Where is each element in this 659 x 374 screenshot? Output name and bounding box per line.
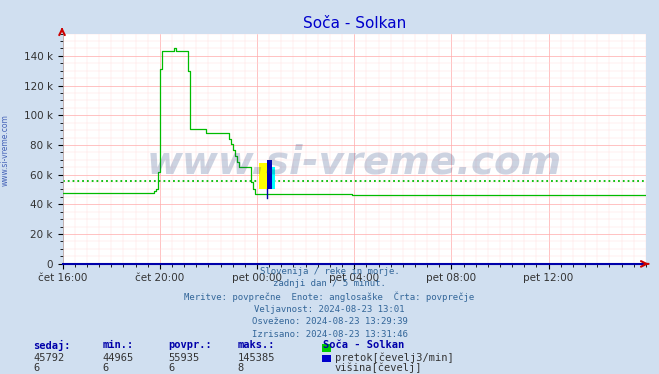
Text: 6: 6 [33, 363, 39, 373]
Text: 6: 6 [102, 363, 108, 373]
Bar [259, 163, 267, 190]
Text: maks.:: maks.: [237, 340, 275, 350]
Text: 44965: 44965 [102, 353, 133, 363]
Text: 8: 8 [237, 363, 243, 373]
Text: min.:: min.: [102, 340, 133, 350]
Text: www.si-vreme.com: www.si-vreme.com [1, 114, 10, 186]
Bar [267, 167, 275, 190]
Text: 55935: 55935 [168, 353, 199, 363]
Text: Soča - Solkan: Soča - Solkan [323, 340, 404, 350]
Text: www.si-vreme.com: www.si-vreme.com [146, 144, 562, 181]
Text: povpr.:: povpr.: [168, 340, 212, 350]
Text: 145385: 145385 [237, 353, 275, 363]
Title: Soča - Solkan: Soča - Solkan [302, 16, 406, 31]
Text: 45792: 45792 [33, 353, 64, 363]
Bar [267, 160, 272, 190]
Text: Slovenija / reke in morje.
zadnji dan / 5 minut.
Meritve: povprečne  Enote: angl: Slovenija / reke in morje. zadnji dan / … [185, 267, 474, 338]
Text: 6: 6 [168, 363, 174, 373]
Text: sedaj:: sedaj: [33, 340, 71, 350]
Text: višina[čevelj]: višina[čevelj] [335, 363, 422, 373]
Text: pretok[čevelj3/min]: pretok[čevelj3/min] [335, 353, 453, 363]
